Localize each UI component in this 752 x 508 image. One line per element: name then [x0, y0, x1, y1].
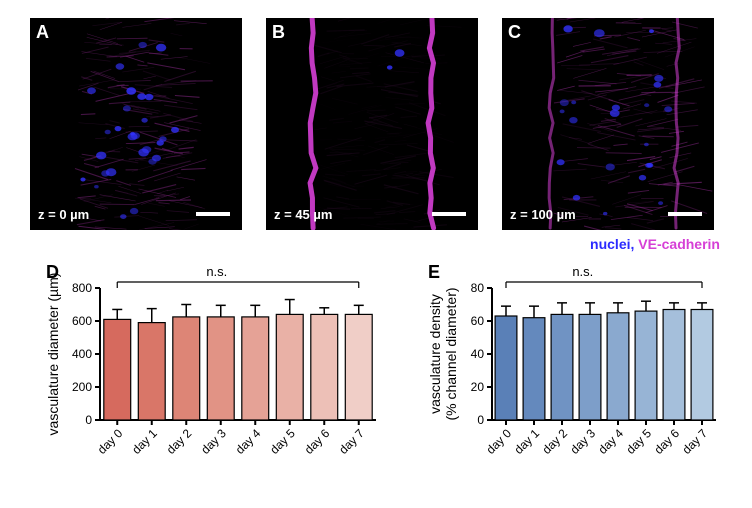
- micrograph-legend: nuclei, VE-cadherin: [590, 236, 720, 252]
- panel-letter-B: B: [272, 22, 285, 43]
- svg-text:20: 20: [471, 380, 485, 394]
- chart-row: D n.s. 0200400600800vasculature diameter…: [18, 262, 734, 492]
- svg-text:vasculature diameter (µm): vasculature diameter (µm): [45, 273, 61, 436]
- svg-text:day 0: day 0: [95, 426, 126, 457]
- panel-letter-D: D: [46, 262, 59, 283]
- svg-text:day 7: day 7: [679, 426, 710, 457]
- scale-bar-C: [668, 212, 702, 216]
- micrograph-panel-C: Cz = 100 µm: [502, 18, 714, 230]
- svg-text:day 1: day 1: [129, 426, 160, 457]
- svg-text:day 4: day 4: [595, 426, 626, 457]
- z-label-C: z = 100 µm: [510, 207, 576, 222]
- svg-text:day 0: day 0: [483, 426, 514, 457]
- svg-text:60: 60: [471, 314, 485, 328]
- bar-chart-D: 0 200 400 600 800 vasculature diameter (µm) da…: [18, 262, 398, 492]
- scale-bar-B: [432, 212, 466, 216]
- z-label-A: z = 0 µm: [38, 207, 89, 222]
- scale-bar-A: [196, 212, 230, 216]
- svg-text:600: 600: [72, 314, 92, 328]
- svg-text:200: 200: [72, 380, 92, 394]
- micrograph-panel-B: Bz = 45 µm: [266, 18, 478, 230]
- svg-text:800: 800: [72, 281, 92, 295]
- svg-text:80: 80: [471, 281, 485, 295]
- svg-text:(% channel diameter): (% channel diameter): [443, 287, 459, 420]
- svg-text:day 5: day 5: [623, 426, 654, 457]
- chart-panel-D: D n.s. 0 200 400 600 800 vasculature diameter…: [18, 262, 398, 492]
- svg-text:day 6: day 6: [302, 426, 333, 457]
- legend-nuclei: nuclei: [590, 236, 630, 252]
- z-label-B: z = 45 µm: [274, 207, 332, 222]
- chart-panel-E: E n.s. 0 20 40 60 80 vasculature density(% ch…: [414, 262, 734, 492]
- micrograph-row: Az = 0 µm Bz = 45 µm Cz = 100 µm: [0, 0, 752, 230]
- legend-ve-cadherin: VE-cadherin: [638, 236, 720, 252]
- panel-letter-C: C: [508, 22, 521, 43]
- panel-letter-E: E: [428, 262, 440, 283]
- svg-text:40: 40: [471, 347, 485, 361]
- svg-text:day 2: day 2: [164, 426, 195, 457]
- svg-text:0: 0: [477, 413, 484, 427]
- svg-text:day 3: day 3: [198, 426, 229, 457]
- svg-text:day 5: day 5: [267, 426, 298, 457]
- bar-chart-E: 0 20 40 60 80 vasculature density(% channel d…: [414, 262, 734, 492]
- micrograph-panel-A: Az = 0 µm: [30, 18, 242, 230]
- ns-label-E: n.s.: [572, 264, 593, 279]
- svg-text:0: 0: [85, 413, 92, 427]
- svg-text:day 7: day 7: [336, 426, 367, 457]
- svg-text:day 1: day 1: [511, 426, 542, 457]
- svg-text:vasculature density: vasculature density: [427, 294, 443, 414]
- svg-text:day 6: day 6: [651, 426, 682, 457]
- ns-label-D: n.s.: [206, 264, 227, 279]
- svg-text:day 3: day 3: [567, 426, 598, 457]
- panel-letter-A: A: [36, 22, 49, 43]
- svg-text:day 4: day 4: [233, 426, 264, 457]
- svg-text:day 2: day 2: [539, 426, 570, 457]
- svg-text:400: 400: [72, 347, 92, 361]
